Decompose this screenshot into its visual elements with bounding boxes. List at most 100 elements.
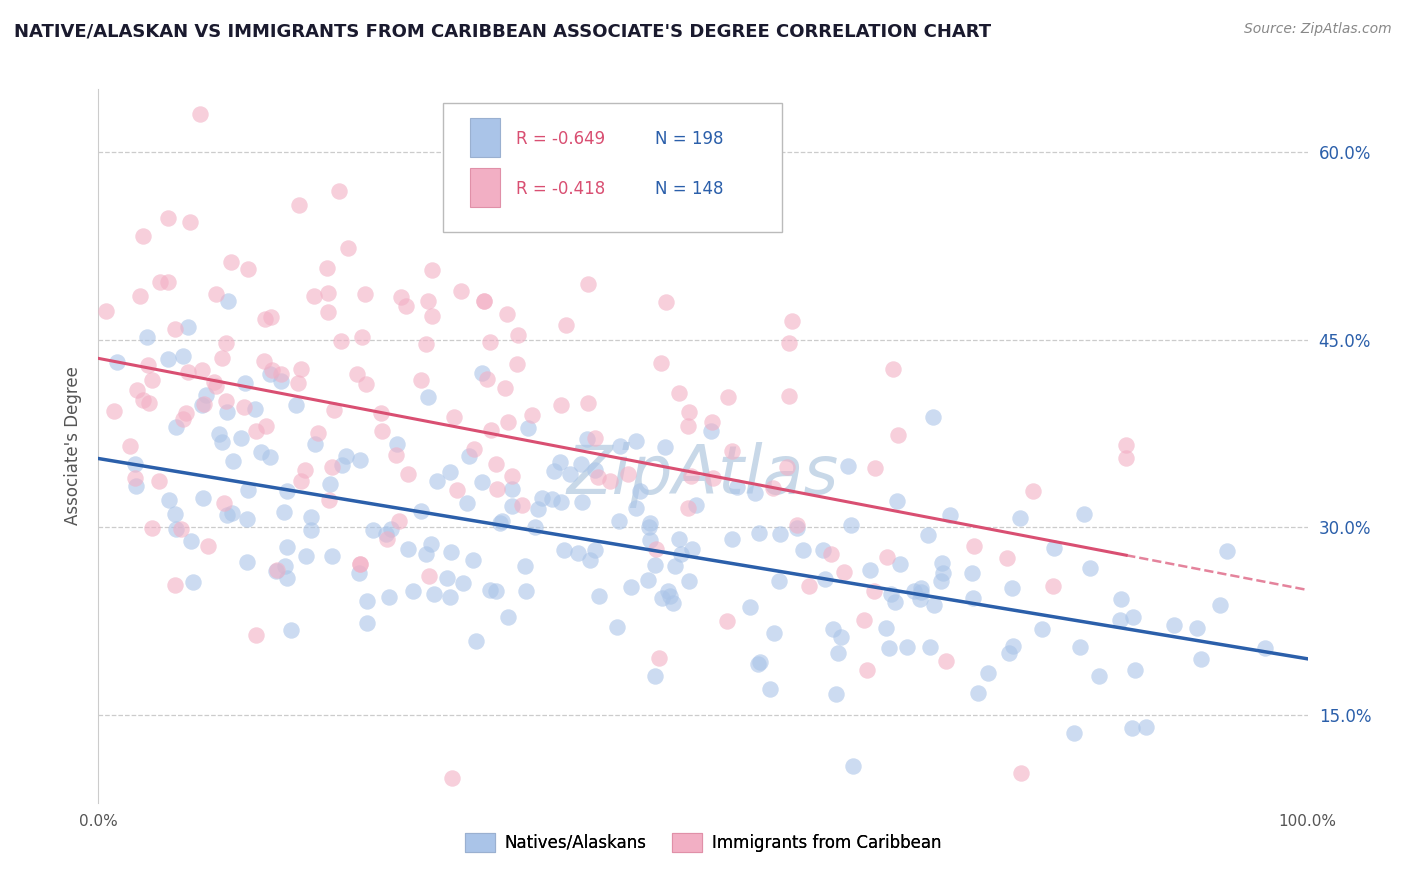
Point [963, 539, 986, 553]
Point [669, 547, 692, 561]
Point [662, 596, 685, 610]
Point [330, 334, 353, 349]
Point [180, 534, 202, 549]
Point [1069, 640, 1091, 654]
Point [583, 543, 606, 558]
Point [356, 593, 378, 607]
Point [321, 460, 343, 475]
FancyBboxPatch shape [470, 118, 501, 157]
Point [124, 458, 146, 472]
Point [141, 373, 163, 387]
Point [839, 518, 862, 533]
Point [541, 492, 564, 507]
Point [148, 474, 170, 488]
Point [191, 398, 214, 412]
Point [820, 547, 842, 561]
Point [550, 495, 572, 509]
Point [645, 542, 668, 557]
Point [918, 640, 941, 654]
Point [1115, 438, 1137, 452]
Point [172, 411, 194, 425]
Point [744, 486, 766, 500]
Point [318, 493, 340, 508]
Point [471, 475, 494, 490]
Point [250, 444, 273, 458]
Point [1073, 507, 1095, 521]
Point [302, 289, 325, 303]
Point [495, 307, 517, 321]
Point [548, 455, 571, 469]
Point [485, 482, 508, 496]
Point [1209, 598, 1232, 612]
Point [834, 566, 856, 580]
Point [786, 520, 808, 534]
Point [290, 474, 312, 488]
Point [967, 686, 990, 700]
Point [103, 404, 125, 418]
Point [446, 483, 468, 497]
Point [558, 467, 581, 481]
Point [319, 477, 342, 491]
Point [170, 522, 193, 536]
Point [193, 397, 215, 411]
Point [212, 496, 235, 510]
Point [436, 571, 458, 585]
Point [475, 372, 498, 386]
Point [668, 533, 690, 547]
Point [637, 574, 659, 588]
Point [439, 590, 461, 604]
Point [768, 574, 790, 589]
Point [651, 591, 673, 605]
Point [450, 285, 472, 299]
Point [586, 469, 609, 483]
Point [253, 353, 276, 368]
Point [321, 549, 343, 564]
Point [1022, 483, 1045, 498]
Point [699, 424, 721, 438]
Point [264, 564, 287, 578]
Point [420, 309, 443, 323]
Point [441, 771, 464, 785]
Point [307, 426, 329, 441]
Point [288, 198, 311, 212]
Point [501, 482, 523, 496]
Point [997, 646, 1019, 660]
Point [328, 185, 350, 199]
Point [315, 261, 337, 276]
Point [443, 409, 465, 424]
Point [215, 394, 238, 409]
Point [977, 665, 1000, 680]
Point [606, 620, 628, 634]
Point [456, 496, 478, 510]
Point [197, 539, 219, 553]
Point [191, 491, 214, 506]
Point [620, 581, 643, 595]
Point [378, 590, 401, 604]
Point [638, 516, 661, 531]
Point [654, 440, 676, 454]
Point [567, 546, 589, 560]
Point [657, 584, 679, 599]
Point [530, 491, 553, 505]
Point [217, 508, 239, 522]
Point [1216, 544, 1239, 558]
Point [157, 493, 180, 508]
Point [769, 527, 792, 541]
Point [472, 293, 495, 308]
Point [664, 558, 686, 573]
Point [229, 431, 252, 445]
Point [439, 545, 461, 559]
Point [418, 390, 440, 404]
Point [418, 294, 440, 309]
Point [236, 556, 259, 570]
Point [402, 584, 425, 599]
Point [721, 444, 744, 458]
Point [494, 381, 516, 395]
Point [1031, 622, 1053, 636]
Point [375, 526, 398, 541]
Point [842, 759, 865, 773]
Point [125, 478, 148, 492]
Point [124, 471, 146, 485]
Point [740, 600, 762, 615]
Y-axis label: Associate's Degree: Associate's Degree [63, 367, 82, 525]
